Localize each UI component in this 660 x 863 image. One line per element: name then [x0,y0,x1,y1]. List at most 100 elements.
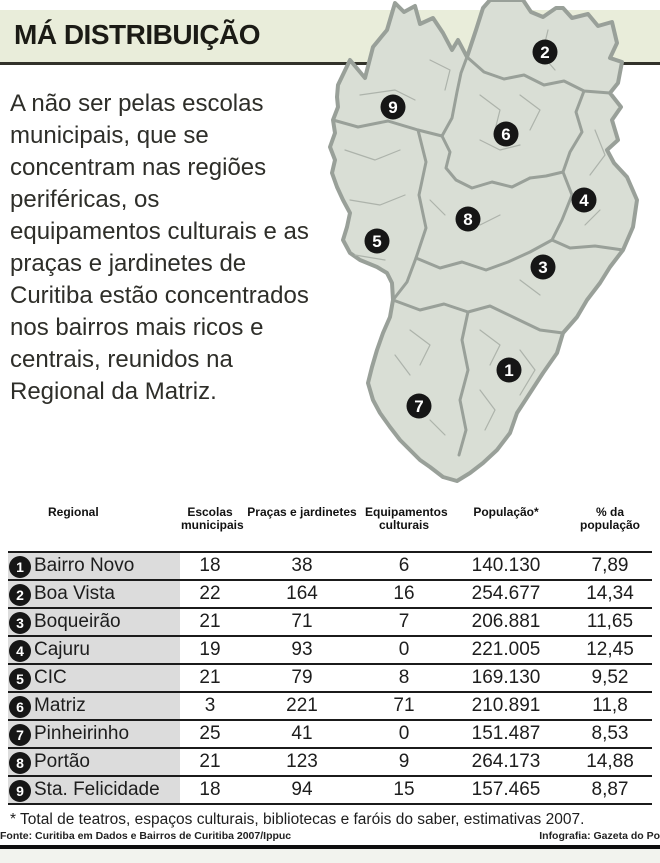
table-row: 6 Matriz 3 221 71 210.891 11,8 [8,692,652,720]
regional-name: Pinheirinho [34,723,130,744]
cell-regional: 5 CIC [8,664,180,692]
svg-text:5: 5 [372,232,381,251]
svg-text:3: 3 [538,258,547,277]
table-row: 7 Pinheirinho 25 41 0 151.487 8,53 [8,720,652,748]
svg-text:2: 2 [540,43,549,62]
map-marker-5: 5 [364,228,390,254]
page-title: MÁ DISTRIBUIÇÃO [14,19,261,50]
table-row: 2 Boa Vista 22 164 16 254.677 14,34 [8,580,652,608]
table-row: 1 Bairro Novo 18 38 6 140.130 7,89 [8,552,652,580]
regional-borders [331,55,625,457]
table-row: 9 Sta. Felicidade 18 94 15 157.465 8,87 [8,776,652,804]
cell-pracas: 164 [286,583,318,604]
table-header-row: Regional Escolas municipais Praças e jardi… [8,500,652,552]
row-number-badge: 7 [9,724,31,746]
map-marker-6: 6 [493,121,519,147]
cell-pct: 11,65 [586,611,634,632]
cell-escolas: 3 [204,695,216,716]
cell-populacao: 140.130 [471,555,541,576]
cell-pracas: 79 [291,667,313,688]
cell-populacao: 169.130 [471,667,541,688]
cell-pracas: 41 [291,723,313,744]
regional-name: Boqueirão [34,611,121,632]
cell-pracas: 94 [291,779,313,800]
map-marker-7: 7 [406,393,432,419]
map-marker-4: 4 [571,187,597,213]
cell-escolas: 25 [199,723,221,744]
cell-regional: 3 Boqueirão [8,608,180,636]
svg-text:8: 8 [463,210,472,229]
bairro-borders [344,29,606,436]
map-markers: 1 2 3 4 5 6 7 8 9 [364,39,597,419]
cell-regional: 7 Pinheirinho [8,720,180,748]
cell-pracas: 71 [291,611,313,632]
cell-escolas: 21 [199,751,221,772]
cell-pct: 11,8 [592,695,628,716]
regional-name: CIC [34,667,67,688]
regional-name: Cajuru [34,639,90,660]
regional-name: Bairro Novo [34,555,135,576]
cell-populacao: 254.677 [471,583,541,604]
regionals-table: Regional Escolas municipais Praças e jardi… [8,500,652,805]
cell-pracas: 93 [291,639,313,660]
cell-pct: 7,89 [591,555,629,576]
column-header: Regional [48,505,99,519]
cell-regional: 2 Boa Vista [8,580,180,608]
regional-name: Portão [34,751,90,772]
svg-text:1: 1 [504,361,513,380]
cell-equipamentos: 0 [398,723,410,744]
cell-escolas: 18 [199,779,221,800]
table-row: 3 Boqueirão 21 71 7 206.881 11,65 [8,608,652,636]
cell-equipamentos: 71 [393,695,415,716]
row-number-badge: 3 [9,612,31,634]
cell-populacao: 221.005 [471,639,541,660]
cell-escolas: 19 [199,639,221,660]
table-row: 4 Cajuru 19 93 0 221.005 12,45 [8,636,652,664]
header-divider [0,62,660,65]
cell-regional: 4 Cajuru [8,636,180,664]
cell-pct: 14,34 [586,583,634,604]
row-number-badge: 1 [9,556,31,578]
cell-equipamentos: 9 [398,751,410,772]
cell-escolas: 21 [199,611,221,632]
row-number-badge: 2 [9,584,31,606]
bottom-band [0,849,660,863]
cell-populacao: 264.173 [471,751,541,772]
row-number-badge: 5 [9,668,31,690]
row-number-badge: 8 [9,752,31,774]
svg-text:7: 7 [414,397,423,416]
row-number-badge: 9 [9,780,31,802]
cell-pracas: 123 [286,751,318,772]
svg-text:9: 9 [388,98,397,117]
cell-equipamentos: 0 [398,639,410,660]
regional-name: Boa Vista [34,583,115,604]
cell-equipamentos: 7 [398,611,410,632]
cell-equipamentos: 15 [393,779,415,800]
cell-pct: 12,45 [586,639,634,660]
cell-escolas: 18 [199,555,221,576]
cell-pct: 14,88 [586,751,634,772]
cell-equipamentos: 6 [398,555,410,576]
regionals-table-wrap: Regional Escolas municipais Praças e jardi… [8,500,652,805]
regional-name: Matriz [34,695,86,716]
cell-pct: 9,52 [591,667,629,688]
regional-name: Sta. Felicidade [34,779,160,800]
table-row: 5 CIC 21 79 8 169.130 9,52 [8,664,652,692]
svg-text:4: 4 [579,191,589,210]
map-marker-3: 3 [530,254,556,280]
cell-pct: 8,87 [591,779,629,800]
map-marker-2: 2 [532,39,558,65]
map-marker-9: 9 [380,94,406,120]
curitiba-map: 1 2 3 4 5 6 7 8 9 [322,0,660,500]
cell-regional: 9 Sta. Felicidade [8,776,180,804]
cell-populacao: 151.487 [471,723,541,744]
city-boundary [328,0,639,483]
infography-credit: Infografia: Gazeta do Po [539,830,660,842]
cell-populacao: 206.881 [471,611,541,632]
column-header: Praças e jardinetes [247,505,357,519]
map-marker-1: 1 [496,357,522,383]
cell-escolas: 21 [199,667,221,688]
intro-paragraph: A não ser pelas escolas municipais, que … [10,90,309,405]
svg-text:6: 6 [501,125,510,144]
